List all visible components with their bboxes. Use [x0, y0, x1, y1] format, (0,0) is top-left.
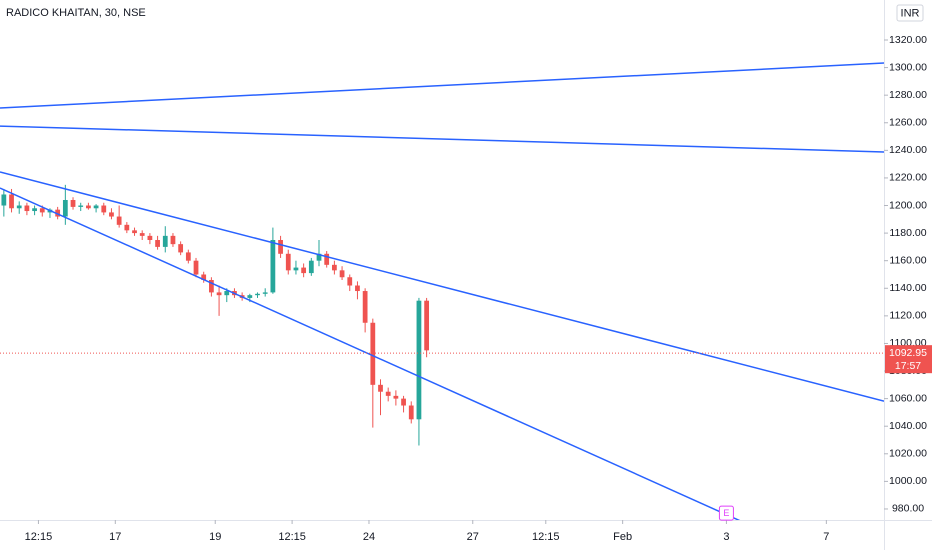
candle-body [1, 194, 7, 206]
trend-line [0, 125, 884, 153]
candle-body [16, 205, 22, 209]
event-marker [718, 505, 734, 521]
candle-body [70, 200, 76, 207]
candle-body [162, 235, 168, 247]
candle-body [316, 253, 322, 261]
candle-body [9, 194, 14, 209]
y-tick-label: 1200.00 [889, 199, 927, 211]
last-price-box [885, 345, 932, 374]
candle-body [170, 235, 176, 245]
x-tick-label: 12:15 [532, 531, 560, 543]
candle-body [216, 292, 222, 296]
candle-body [178, 244, 184, 253]
candle-body [224, 291, 230, 296]
candle-body [247, 295, 253, 298]
candle-body [62, 200, 68, 217]
candle-body [347, 277, 353, 286]
countdown-label: 17:57 [895, 360, 921, 372]
y-tick-label: 1260.00 [889, 117, 927, 129]
candle-body [424, 300, 430, 351]
y-tick-label: 1120.00 [889, 310, 926, 322]
candle-body [378, 384, 383, 392]
trend-line [0, 62, 884, 109]
candle-body [416, 300, 422, 420]
x-tick-label: 17 [109, 531, 121, 543]
x-tick-label: Feb [613, 531, 632, 543]
candle-body [370, 322, 376, 385]
plot-area [0, 62, 884, 520]
candle-body [78, 205, 84, 207]
candle-body [255, 293, 260, 296]
candle-body [116, 216, 122, 225]
candle-body [308, 260, 314, 274]
candle-body [355, 285, 360, 292]
candle-body [39, 208, 45, 213]
candle-body [301, 267, 307, 274]
candle-body [385, 391, 391, 396]
y-tick-label: 1160.00 [889, 254, 926, 266]
candle-body [270, 240, 276, 293]
x-tick-label: 24 [363, 531, 375, 543]
candle-body [401, 398, 406, 406]
chart-title: RADICO KHAITAN, 30, NSE [6, 7, 146, 19]
y-tick-label: 1000.00 [889, 475, 927, 487]
x-tick-label: 27 [467, 531, 479, 543]
y-tick-label: 1040.00 [889, 420, 927, 432]
x-tick-label: 12:15 [278, 531, 306, 543]
x-tick-label: 12:15 [25, 531, 53, 543]
trend-line [0, 171, 884, 402]
candle-body [86, 205, 91, 209]
y-tick-label: 1280.00 [889, 89, 927, 101]
candle-body [339, 270, 345, 278]
candle-body [124, 224, 130, 231]
y-tick-label: 1320.00 [889, 34, 927, 46]
candle-body [278, 240, 283, 254]
candle-body [139, 233, 145, 236]
candle-body [155, 240, 160, 247]
currency-box[interactable] [896, 4, 924, 22]
candle-body [24, 205, 30, 212]
candle-body [132, 230, 137, 234]
currency-label[interactable]: INR [901, 7, 920, 19]
candle-body [331, 264, 337, 271]
event-label[interactable]: E [723, 508, 729, 518]
candle-body [193, 260, 199, 275]
candle-body [209, 280, 214, 293]
candle-body [408, 405, 414, 420]
candle-body [293, 267, 299, 271]
y-tick-label: 1300.00 [889, 61, 927, 73]
candle-body [362, 291, 368, 323]
candle-body [93, 205, 99, 209]
y-tick-label: 1020.00 [889, 448, 927, 460]
candle-body [185, 252, 191, 261]
y-tick-label: 1060.00 [889, 392, 927, 404]
y-tick-label: 1220.00 [889, 172, 927, 184]
last-price-label: 1092.95 [889, 347, 927, 359]
candle-body [324, 253, 330, 265]
candle-body [147, 235, 153, 240]
x-tick-label: 3 [723, 531, 729, 543]
candle-body [201, 274, 207, 280]
trend-line [0, 187, 741, 520]
candle-body [393, 395, 399, 399]
y-tick-label: 1140.00 [889, 282, 926, 294]
candle-body [285, 253, 291, 271]
y-tick-label: 1240.00 [889, 144, 927, 156]
x-tick-label: 7 [823, 531, 829, 543]
candle-body [101, 205, 107, 213]
x-tick-label: 19 [209, 531, 221, 543]
y-tick-label: 980.00 [892, 503, 924, 515]
candle-body [109, 212, 114, 217]
candle-body [32, 208, 37, 212]
y-tick-label: 1180.00 [889, 227, 926, 239]
candle-body [262, 292, 268, 294]
